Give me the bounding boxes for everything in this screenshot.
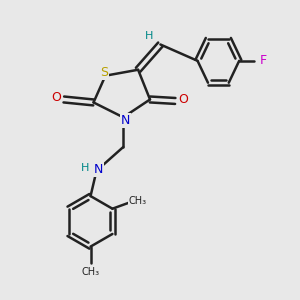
Text: S: S bbox=[100, 66, 108, 79]
Text: CH₃: CH₃ bbox=[129, 196, 147, 206]
Text: F: F bbox=[260, 54, 266, 67]
Text: O: O bbox=[51, 92, 61, 104]
Text: H: H bbox=[145, 31, 153, 40]
Text: CH₃: CH₃ bbox=[82, 267, 100, 277]
Text: N: N bbox=[93, 163, 103, 176]
Text: N: N bbox=[121, 114, 130, 127]
Text: H: H bbox=[81, 164, 89, 173]
Text: O: O bbox=[178, 93, 188, 106]
